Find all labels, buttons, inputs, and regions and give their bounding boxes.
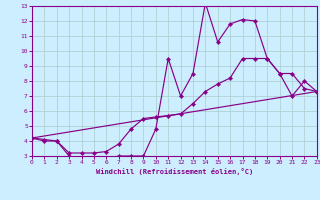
X-axis label: Windchill (Refroidissement éolien,°C): Windchill (Refroidissement éolien,°C) [96,168,253,175]
